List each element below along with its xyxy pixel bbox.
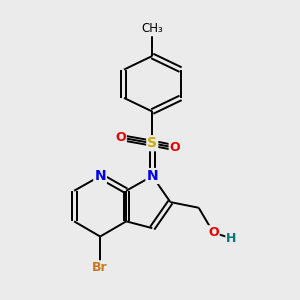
Text: Br: Br xyxy=(92,261,108,274)
Text: S: S xyxy=(147,136,157,150)
Text: CH₃: CH₃ xyxy=(141,22,163,35)
Text: N: N xyxy=(146,169,158,183)
Text: O: O xyxy=(169,141,180,154)
Text: O: O xyxy=(115,131,126,144)
Text: O: O xyxy=(208,226,219,239)
Text: N: N xyxy=(94,169,106,183)
Text: H: H xyxy=(226,232,237,245)
